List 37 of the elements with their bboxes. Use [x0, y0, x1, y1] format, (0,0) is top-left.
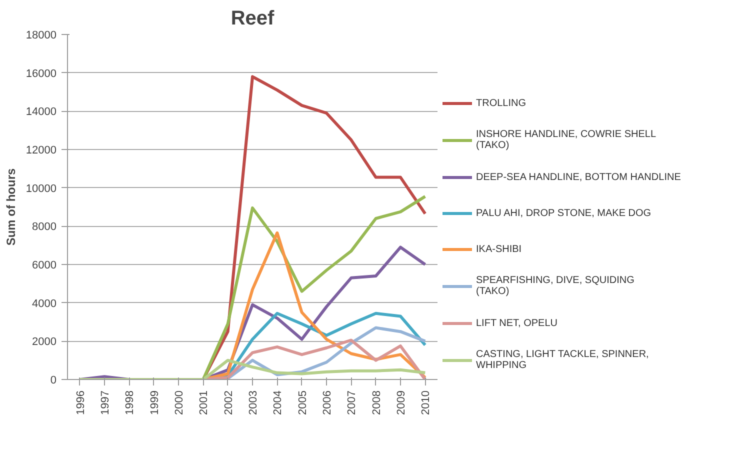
x-tick-label: 2001: [198, 390, 210, 415]
x-tick-label: 2010: [420, 390, 432, 415]
y-tick-label: 18000: [26, 30, 57, 42]
x-tick-label: 2006: [322, 390, 334, 415]
y-tick-label: 0: [50, 374, 57, 386]
chart-title: Reef: [230, 8, 275, 30]
y-tick-label: 6000: [32, 260, 57, 272]
y-tick-label: 4000: [32, 298, 57, 310]
x-tick-label: 1999: [148, 390, 161, 415]
y-tick-label: 2000: [32, 336, 57, 348]
y-tick-label: 16000: [26, 68, 57, 80]
y-axis-title: Sum of hours: [4, 168, 18, 246]
x-tick-label: 2008: [370, 390, 383, 415]
x-tick-label: 1996: [74, 390, 87, 415]
x-tick-label: 2005: [296, 390, 309, 415]
x-tick-label: 1997: [100, 390, 112, 415]
legend-label: PALU AHI, DROP STONE, MAKE DOG: [476, 208, 652, 218]
x-tick-label: 1998: [124, 390, 136, 415]
legend-label: TROLLING: [476, 98, 526, 108]
x-tick-label: 2007: [346, 390, 358, 415]
legend-label: DEEP-SEA HANDLINE, BOTTOM HANDLINE: [476, 172, 681, 182]
line-series: [78, 358, 427, 380]
x-tick-label: 2009: [396, 390, 408, 415]
legend-label: SPEARFISHING, DIVE, SQUIDING (TAKO): [476, 275, 634, 297]
legend-label: INSHORE HANDLINE, COWRIE SHELL (TAKO): [476, 129, 656, 151]
legend-label: CASTING, LIGHT TACKLE, SPINNER, WHIPPING: [476, 349, 649, 371]
x-tick-label: 2000: [174, 390, 186, 415]
y-tick-label: 12000: [26, 144, 57, 156]
x-tick-label: 2003: [248, 390, 260, 415]
y-tick-label: 10000: [26, 182, 57, 195]
line-series: [202, 194, 427, 380]
y-tick-label: 8000: [32, 221, 57, 234]
legend-label: IKA-SHIBI: [476, 244, 522, 254]
x-tick-label: 2002: [222, 390, 235, 415]
x-tick-label: 2004: [272, 390, 284, 415]
y-tick-label: 14000: [26, 106, 57, 118]
legend-label: LIFT NET, OPELU: [476, 318, 558, 328]
